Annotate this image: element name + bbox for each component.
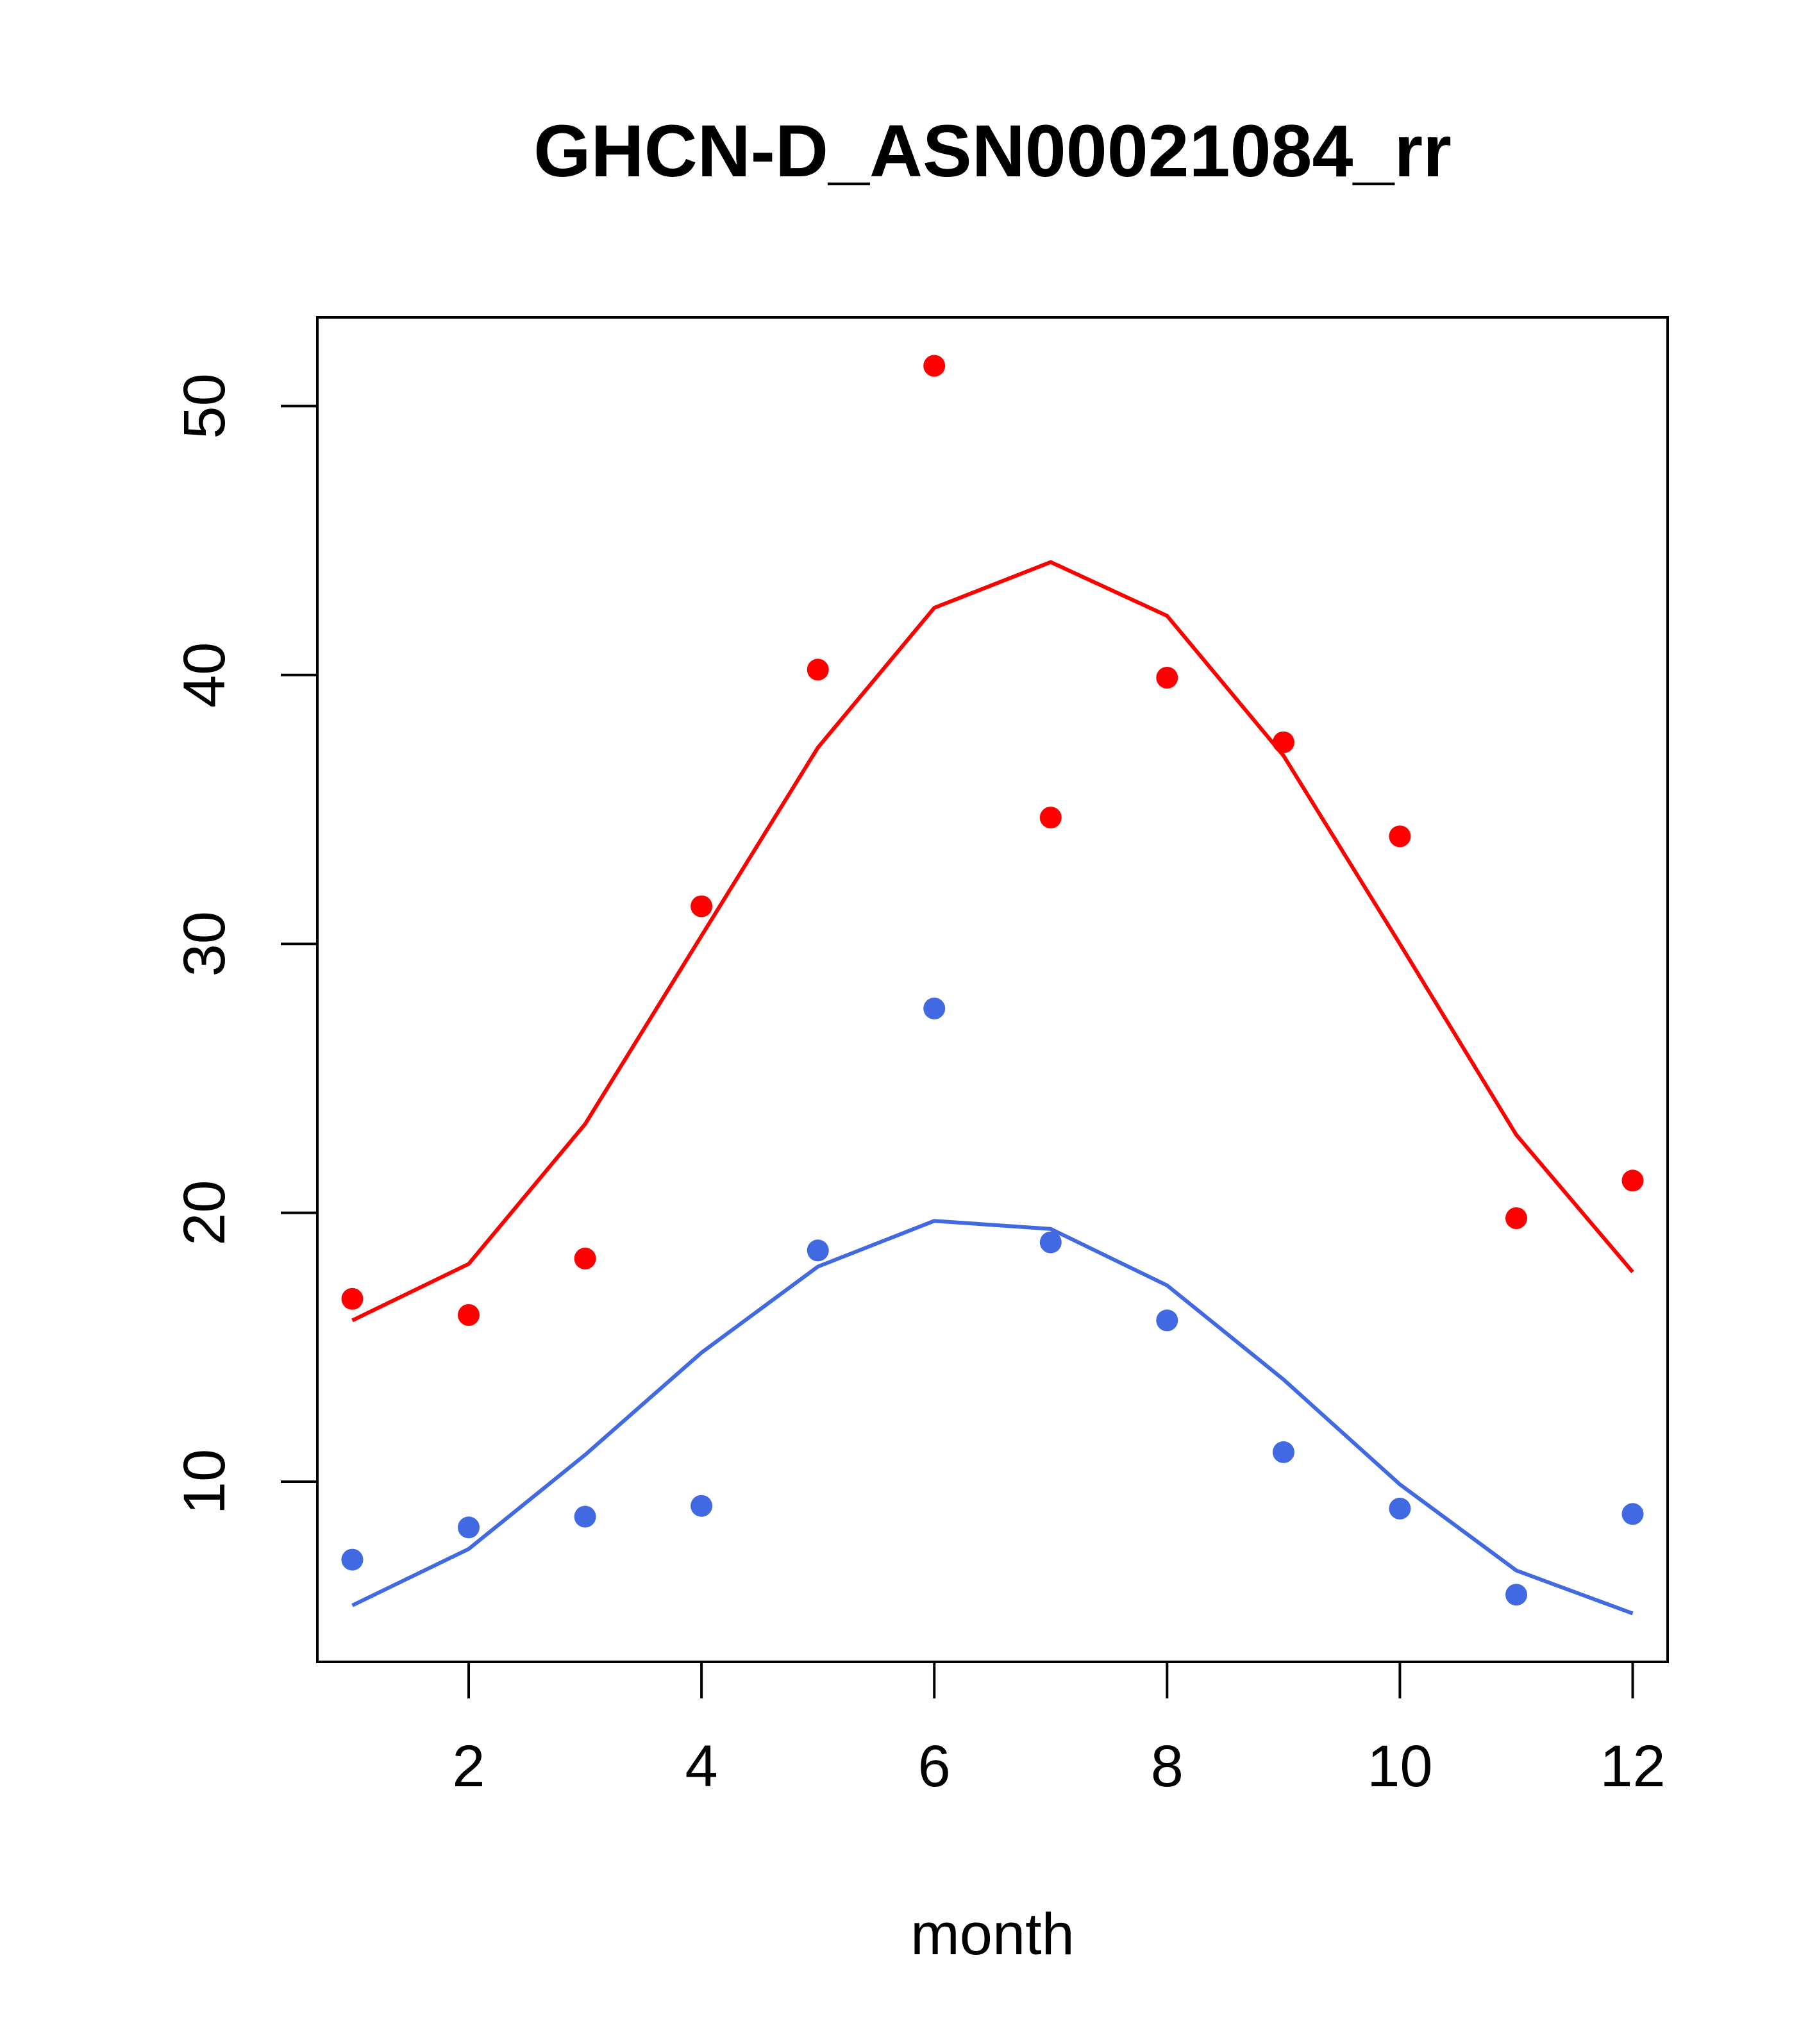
- x-tick-label: 2: [452, 1734, 485, 1799]
- series-1-point: [341, 1548, 364, 1571]
- y-tick-label: 30: [172, 911, 237, 976]
- series-1-point: [574, 1505, 596, 1528]
- plot-layer: [341, 355, 1644, 1616]
- series-0-point: [1505, 1207, 1527, 1229]
- series-1-point: [1272, 1441, 1294, 1463]
- x-tick-label: 8: [1151, 1734, 1184, 1799]
- series-0-point: [691, 895, 713, 917]
- series-1-point: [1505, 1584, 1527, 1606]
- y-tick-label: 10: [172, 1449, 237, 1514]
- plot-frame: [316, 316, 1669, 1663]
- series-0-point: [458, 1304, 480, 1326]
- x-axis: 2 4 6 8 10 12: [452, 1661, 1666, 1799]
- series-1-point: [458, 1516, 480, 1539]
- series-1-point: [1389, 1497, 1411, 1520]
- x-tick-label: 10: [1367, 1734, 1432, 1799]
- x-tick-label: 6: [918, 1734, 951, 1799]
- series-0-point: [341, 1287, 364, 1310]
- series-1-point: [691, 1495, 713, 1517]
- series-0-point: [1039, 807, 1062, 829]
- series-1-point: [1156, 1309, 1178, 1332]
- series-0-point: [1272, 731, 1294, 753]
- y-axis: 10 20 30 40 50: [172, 373, 319, 1514]
- y-tick-label: 50: [172, 373, 237, 439]
- chart-title: GHCN-D_ASN00021084_rr: [533, 110, 1452, 192]
- series-0-point: [1389, 825, 1411, 848]
- y-tick-label: 20: [172, 1180, 237, 1245]
- x-axis-label: month: [910, 1902, 1075, 1967]
- series-0-point: [923, 355, 946, 377]
- series-1-point: [1039, 1231, 1062, 1253]
- series-0-point: [807, 658, 829, 681]
- series-1-point: [1621, 1503, 1644, 1525]
- x-tick-label: 4: [685, 1734, 718, 1799]
- y-tick-label: 40: [172, 642, 237, 708]
- series-1-point: [923, 997, 946, 1019]
- series-0-line: [351, 560, 1634, 1323]
- series-1-point: [807, 1239, 829, 1262]
- series-0-point: [1621, 1169, 1644, 1192]
- x-tick-label: 12: [1600, 1734, 1665, 1799]
- series-0-point: [574, 1247, 596, 1269]
- series-1-line: [351, 1219, 1634, 1616]
- series-0-point: [1156, 667, 1178, 689]
